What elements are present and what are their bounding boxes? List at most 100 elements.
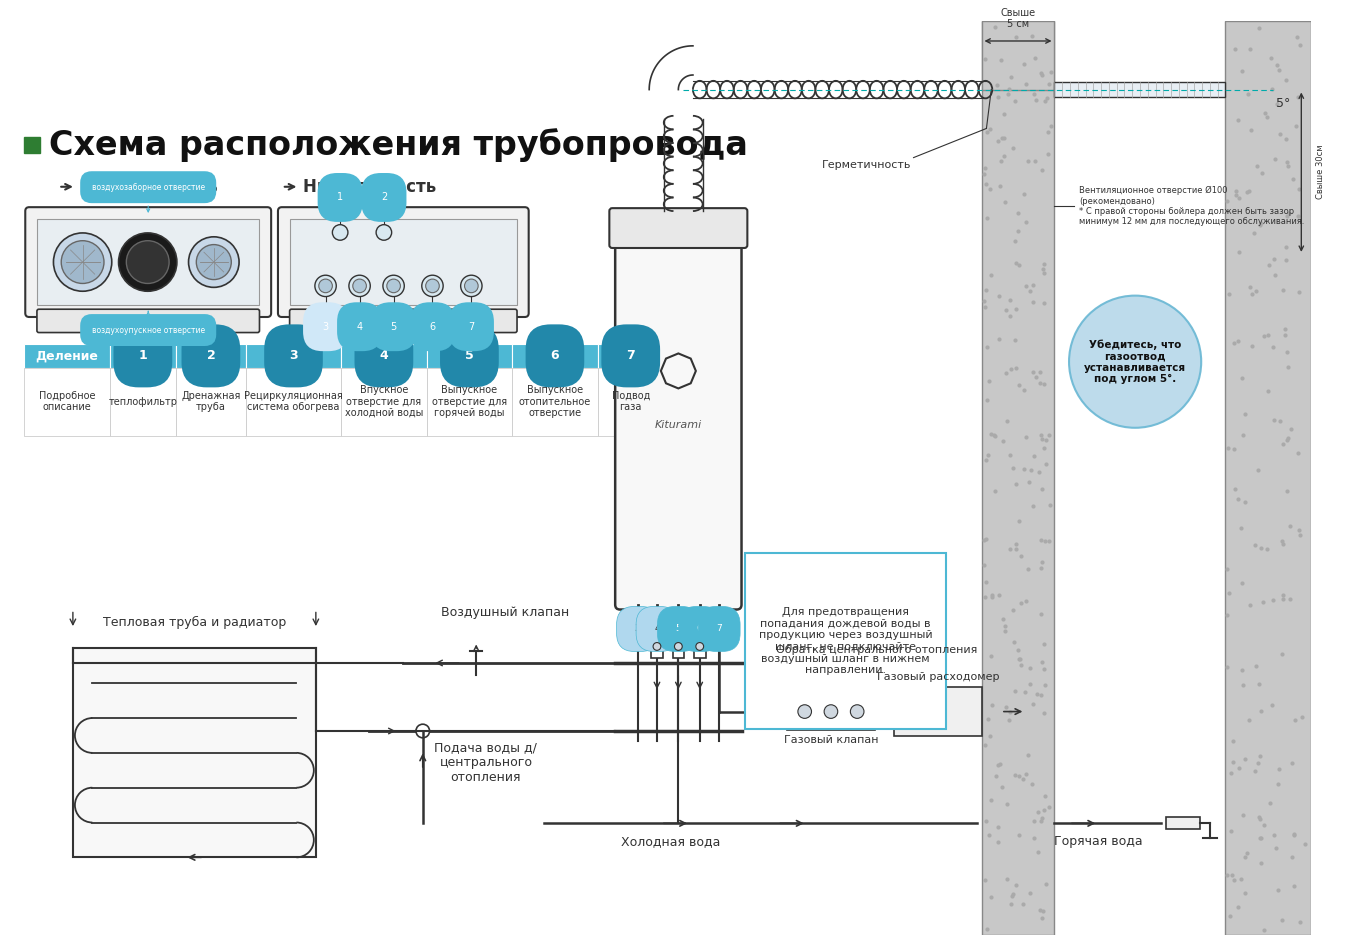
Text: 7: 7 <box>716 625 722 633</box>
Text: Выпускное
отверстие для
горячей воды: Выпускное отверстие для горячей воды <box>432 385 507 418</box>
Text: 4: 4 <box>379 349 389 362</box>
Text: 7: 7 <box>468 322 475 332</box>
Text: Вентиляционное отверстие Ø100
(рекомендовано)
* С правой стороны бойлера должен : Вентиляционное отверстие Ø100 (рекомендо… <box>1079 186 1304 227</box>
FancyBboxPatch shape <box>610 208 747 248</box>
Text: 5: 5 <box>390 322 397 332</box>
Text: 4: 4 <box>654 625 660 633</box>
Text: 6: 6 <box>697 625 703 633</box>
Bar <box>513 344 598 368</box>
Circle shape <box>318 279 332 293</box>
Bar <box>290 219 517 305</box>
FancyBboxPatch shape <box>278 207 529 317</box>
Text: 3: 3 <box>634 625 641 633</box>
Text: 5°: 5° <box>1276 97 1290 110</box>
Bar <box>982 21 1055 935</box>
Circle shape <box>1068 295 1201 428</box>
Circle shape <box>197 245 231 279</box>
Bar <box>426 344 513 368</box>
Circle shape <box>189 237 239 287</box>
Text: 6: 6 <box>429 322 436 332</box>
Bar <box>894 687 982 736</box>
Circle shape <box>127 241 169 283</box>
Circle shape <box>314 275 336 296</box>
Circle shape <box>54 233 112 292</box>
Text: Холодная вода: Холодная вода <box>621 835 720 848</box>
Circle shape <box>460 275 482 296</box>
Bar <box>1167 818 1201 829</box>
Bar <box>73 648 316 857</box>
Circle shape <box>61 241 104 283</box>
Text: Горячая вода: Горячая вода <box>1054 835 1143 848</box>
Text: теплофильтр: теплофильтр <box>108 396 177 407</box>
Text: 1: 1 <box>139 349 147 362</box>
Text: Свыше 30см: Свыше 30см <box>1315 145 1325 199</box>
Circle shape <box>415 725 429 738</box>
Text: Подробное
описание: Подробное описание <box>39 391 96 412</box>
Text: Впускное
отверстие для
холодной воды: Впускное отверстие для холодной воды <box>345 385 424 418</box>
Bar <box>1055 82 1225 97</box>
Text: воздухоупускное отверстие: воздухоупускное отверстие <box>92 311 205 335</box>
Text: Газовый расходомер: Газовый расходомер <box>877 673 1000 682</box>
Text: 2: 2 <box>206 349 216 362</box>
Circle shape <box>119 233 177 292</box>
Bar <box>788 694 874 730</box>
Text: Подача воды д/
центрального
отопления: Подача воды д/ центрального отопления <box>434 741 537 784</box>
Bar <box>109 368 175 436</box>
Bar <box>246 344 341 368</box>
FancyBboxPatch shape <box>615 240 742 610</box>
Bar <box>109 344 175 368</box>
Bar <box>1225 21 1311 935</box>
Bar <box>246 368 341 436</box>
Text: Деление: Деление <box>35 349 98 362</box>
Text: Нижняя часть: Нижняя часть <box>304 178 437 196</box>
Circle shape <box>332 225 348 240</box>
Circle shape <box>674 643 683 650</box>
Bar <box>36 219 259 305</box>
FancyBboxPatch shape <box>36 310 259 332</box>
Text: Подвод
газа: Подвод газа <box>611 391 650 412</box>
Text: Газовый клапан: Газовый клапан <box>784 735 878 745</box>
Text: 5: 5 <box>465 349 473 362</box>
Text: 1: 1 <box>337 193 343 202</box>
Circle shape <box>696 643 704 650</box>
FancyBboxPatch shape <box>26 207 271 317</box>
Circle shape <box>797 705 812 718</box>
Text: Дренажная
труба: Дренажная труба <box>181 391 240 412</box>
Bar <box>598 368 664 436</box>
Text: 2: 2 <box>380 193 387 202</box>
Bar <box>175 344 246 368</box>
Bar <box>175 368 246 436</box>
Bar <box>598 344 664 368</box>
Bar <box>693 634 706 658</box>
Circle shape <box>383 275 405 296</box>
Bar <box>341 368 426 436</box>
Text: 7: 7 <box>626 349 635 362</box>
Text: Схема расположения трубопровода: Схема расположения трубопровода <box>49 128 747 162</box>
Bar <box>982 21 1055 89</box>
Text: Kiturami: Kiturami <box>654 420 701 430</box>
Text: 3: 3 <box>289 349 298 362</box>
Text: Для предотвращения
попадания дождевой воды в
продукцию через воздушный
шланг, не: Для предотвращения попадания дождевой во… <box>758 607 932 675</box>
Bar <box>426 368 513 436</box>
Circle shape <box>387 279 401 293</box>
Circle shape <box>422 275 444 296</box>
Bar <box>24 137 40 152</box>
Bar <box>341 344 426 368</box>
Text: 5: 5 <box>676 625 681 633</box>
Text: Тепловая труба и радиатор: Тепловая труба и радиатор <box>103 615 286 629</box>
Circle shape <box>376 225 391 240</box>
FancyBboxPatch shape <box>290 310 517 332</box>
Bar <box>24 368 109 436</box>
Text: Выпускное
отопительное
отверстие: Выпускное отопительное отверстие <box>519 385 591 418</box>
Text: Герметичность: Герметичность <box>823 160 912 169</box>
FancyBboxPatch shape <box>746 553 946 729</box>
Text: Обратка центрального отопления: Обратка центрального отопления <box>776 646 977 655</box>
Circle shape <box>426 279 440 293</box>
Circle shape <box>824 705 838 718</box>
Text: Верхняя часть: Верхняя часть <box>80 178 217 196</box>
Text: Рециркуляционная
система обогрева: Рециркуляционная система обогрева <box>244 391 343 412</box>
Bar <box>513 368 598 436</box>
Text: 4: 4 <box>356 322 363 332</box>
Bar <box>673 634 684 658</box>
Text: Свыше
5 см: Свыше 5 см <box>1001 8 1036 29</box>
